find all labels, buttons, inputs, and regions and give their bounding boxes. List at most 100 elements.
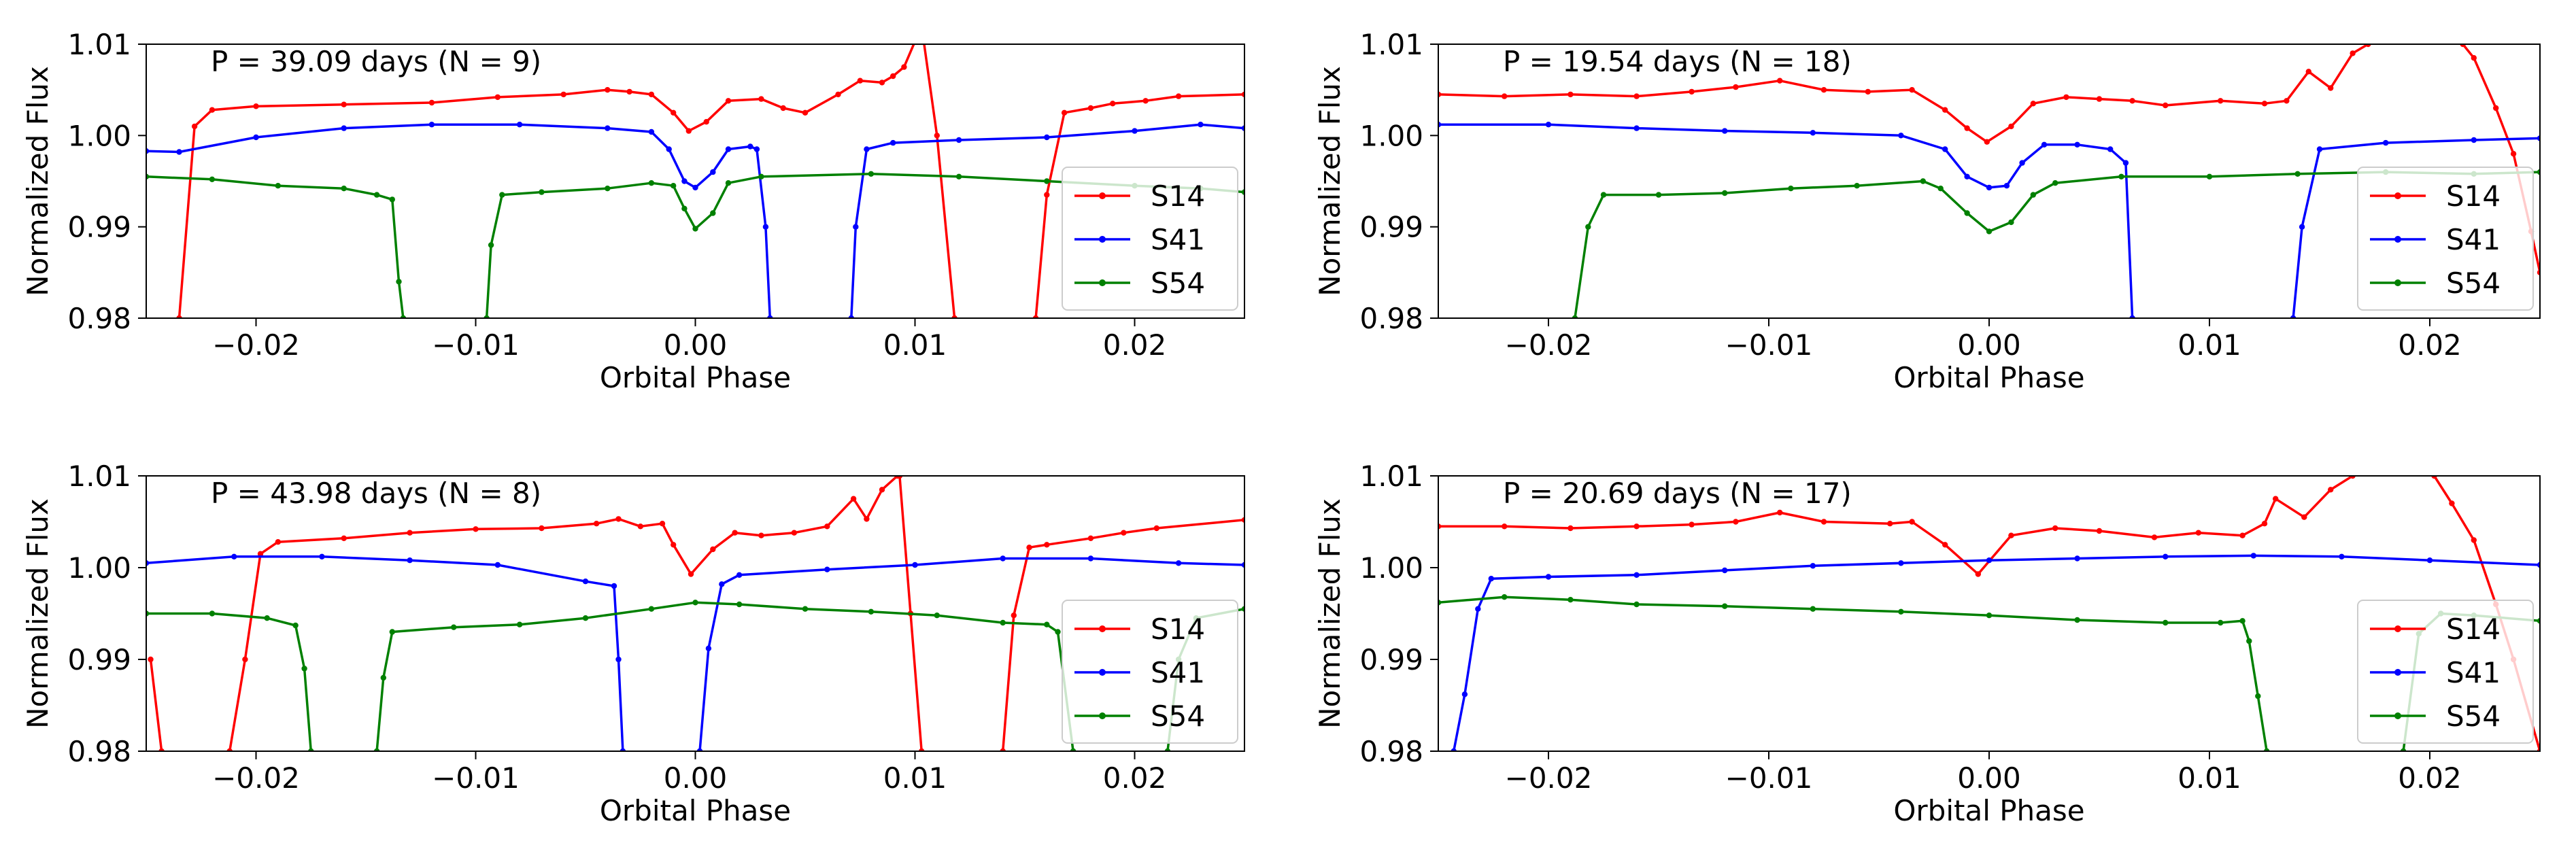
series-group xyxy=(146,23,1244,318)
legend: S14 S41 S54 xyxy=(1062,600,1238,744)
y-axis-label: Normalized Flux xyxy=(1313,498,1346,729)
data-point xyxy=(1964,125,1970,131)
data-point xyxy=(1241,606,1244,612)
x-tick-label: 0.00 xyxy=(1957,761,2021,795)
data-point xyxy=(2273,496,2279,502)
legend-marker-s54 xyxy=(1099,279,1106,286)
data-point xyxy=(762,224,769,230)
data-point xyxy=(473,526,479,532)
data-point xyxy=(648,128,655,135)
data-point xyxy=(835,91,841,98)
legend-label-s14: S14 xyxy=(2446,179,2501,213)
data-point xyxy=(1087,535,1094,541)
data-point xyxy=(850,496,857,502)
legend-marker-s41 xyxy=(2394,669,2401,676)
legend-marker-s14 xyxy=(1099,192,1106,199)
data-point xyxy=(2471,55,2477,61)
data-point xyxy=(2129,98,2135,104)
data-point xyxy=(620,748,626,751)
data-point xyxy=(857,77,864,84)
series-s14 xyxy=(1000,517,1244,751)
data-point xyxy=(494,94,501,101)
series-s14 xyxy=(1438,476,2356,577)
data-point xyxy=(890,139,896,146)
data-point xyxy=(158,748,165,751)
data-point xyxy=(648,180,655,186)
data-point xyxy=(692,226,698,232)
chart-panel-4: −0.02 −0.01 0.00 0.01 0.02 0.98 0.99 1.00 1.01 Or… xyxy=(1313,460,2541,827)
data-point xyxy=(488,242,494,248)
series-group xyxy=(146,476,1244,751)
data-point xyxy=(934,133,940,139)
y-tick-label: 1.00 xyxy=(67,551,131,585)
data-point xyxy=(1975,571,1981,577)
data-point xyxy=(725,180,732,186)
data-point xyxy=(666,146,672,152)
data-point xyxy=(373,748,380,751)
legend-label-s14: S14 xyxy=(1151,179,1205,213)
x-tick-label: 0.02 xyxy=(2398,328,2462,362)
data-point xyxy=(1175,560,1182,566)
data-point xyxy=(671,109,677,116)
data-point xyxy=(146,173,150,179)
data-point xyxy=(2019,160,2025,166)
data-point xyxy=(1044,178,1050,184)
data-point xyxy=(1820,519,1827,525)
data-point xyxy=(1572,315,1578,318)
data-point xyxy=(2074,141,2080,148)
x-tick-label: −0.01 xyxy=(1725,761,1813,795)
x-tick-label: 0.02 xyxy=(1103,328,1167,362)
legend-label-s54: S54 xyxy=(2446,700,2501,733)
y-tick-label: 0.98 xyxy=(1359,735,1423,768)
y-tick-label: 1.00 xyxy=(1359,119,1423,152)
data-point xyxy=(1854,183,1860,189)
data-point xyxy=(2299,224,2305,230)
series-s41 xyxy=(1438,122,2135,318)
data-point xyxy=(2537,748,2540,751)
data-point xyxy=(1722,128,1728,134)
data-point xyxy=(1810,606,1816,612)
data-point xyxy=(2284,98,2290,104)
data-point xyxy=(1502,523,1508,530)
data-point xyxy=(2118,173,2124,179)
data-point xyxy=(1087,105,1094,111)
data-point xyxy=(2008,532,2014,538)
data-point xyxy=(703,119,709,125)
data-point xyxy=(484,315,490,318)
data-point xyxy=(2350,50,2356,56)
data-point xyxy=(2400,748,2407,751)
series-line-s54 xyxy=(1438,596,2268,751)
data-point xyxy=(1722,603,1728,609)
data-point xyxy=(725,98,732,104)
data-point xyxy=(1986,557,1993,564)
series-line-s41 xyxy=(1438,123,2134,318)
data-point xyxy=(1164,748,1171,751)
data-point xyxy=(242,656,248,663)
data-point xyxy=(1733,519,1739,525)
data-point xyxy=(2239,532,2245,538)
data-point xyxy=(428,99,435,106)
data-point xyxy=(2471,137,2477,143)
data-point xyxy=(2294,171,2301,177)
data-point xyxy=(919,23,924,29)
y-tick-label: 1.00 xyxy=(1359,551,1423,585)
data-point xyxy=(146,610,150,617)
data-point xyxy=(2537,618,2540,624)
x-tick-label: 0.01 xyxy=(2177,328,2241,362)
data-point xyxy=(864,516,870,522)
data-point xyxy=(758,96,764,102)
data-point xyxy=(1788,186,1794,192)
data-point xyxy=(671,542,677,548)
data-point xyxy=(1567,525,1574,532)
legend-label-s54: S54 xyxy=(1151,700,1205,733)
data-point xyxy=(1488,576,1494,582)
data-point xyxy=(2328,487,2334,493)
data-point xyxy=(1110,101,1116,107)
data-point xyxy=(1942,107,1948,113)
period-annotation: P = 20.69 days (N = 17) xyxy=(1503,477,1852,510)
data-point xyxy=(407,530,413,536)
data-point xyxy=(719,581,725,587)
data-point xyxy=(780,105,786,111)
data-point xyxy=(2096,528,2103,534)
data-point xyxy=(1984,139,1990,145)
